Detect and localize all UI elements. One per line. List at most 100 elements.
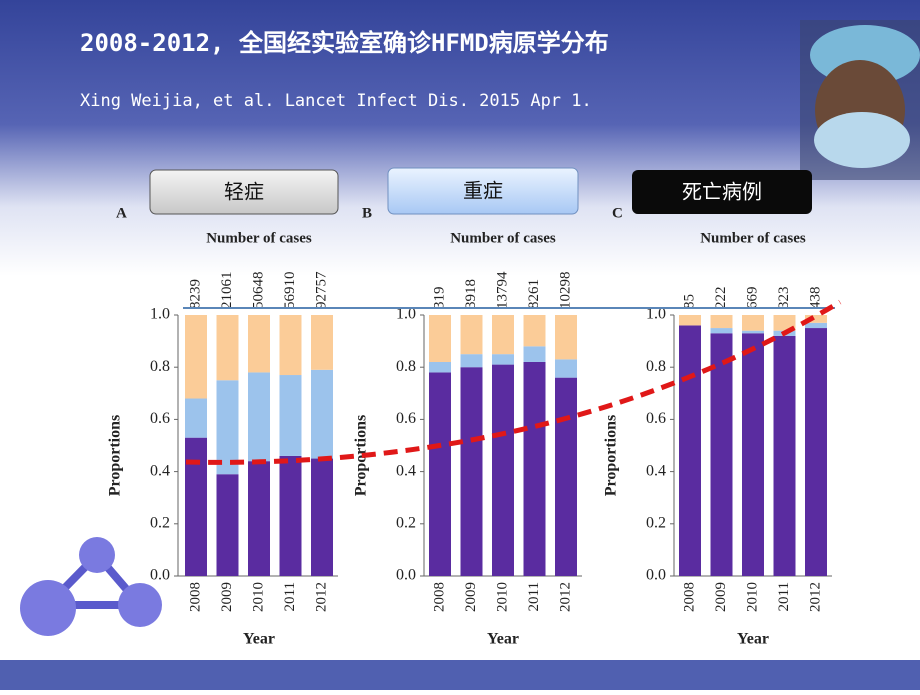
subtitle: Number of cases [450, 230, 556, 246]
bar-segment [742, 330, 764, 334]
bar-segment [523, 346, 546, 362]
case-count: 669 [744, 287, 760, 310]
bar-segment [679, 315, 701, 326]
button-label: 轻症 [224, 180, 264, 204]
y-axis-title: Proportions [107, 415, 124, 496]
x-tick-label: 2008 [187, 582, 203, 612]
bar-segment [805, 322, 827, 329]
x-tick-label: 2012 [313, 582, 329, 612]
case-count: 85 [681, 294, 697, 309]
button-bg [387, 167, 579, 215]
molecule-icon [20, 537, 162, 636]
bar-segment [742, 333, 764, 576]
x-tick-label: 2009 [463, 582, 479, 612]
bar-segment [742, 315, 764, 331]
bar-segment [555, 315, 577, 360]
x-axis-title: Year [243, 631, 275, 648]
bar-segment [279, 375, 302, 456]
button-bg [149, 169, 339, 215]
y-tick-label: 0.8 [150, 358, 170, 375]
slide-title: 2008-2012, 全国经实验室确诊HFMD病原学分布 [80, 29, 609, 57]
case-count: 10298 [557, 272, 573, 310]
bar-segment [710, 333, 733, 576]
case-count: 8261 [526, 279, 542, 309]
subtitle: Number of cases [206, 230, 312, 246]
case-count: 438 [807, 287, 823, 310]
bar-segment [311, 315, 333, 370]
case-count: 92757 [313, 271, 329, 309]
button-bg [632, 170, 812, 214]
bar-segment [429, 315, 451, 362]
panel-label: A [116, 205, 127, 221]
charts: A Number of cases 0.0 0.2 0.4 0.6 0.8 1.0 Propor… [107, 205, 832, 648]
x-tick-label: 2012 [807, 582, 823, 612]
bar-segment [279, 455, 302, 576]
y-axis-title: Proportions [603, 415, 620, 496]
y-tick-label: 0.0 [396, 567, 416, 584]
bar-segment [773, 315, 796, 331]
bar-segment [311, 458, 333, 576]
subtitle: Number of cases [700, 230, 806, 246]
x-axis-title: Year [737, 631, 769, 648]
case-count: 56910 [282, 272, 298, 310]
panel-label: C [612, 205, 623, 221]
y-tick-label: 0.4 [150, 462, 170, 479]
bar-segment [248, 315, 270, 373]
y-tick-label: 0.2 [150, 514, 170, 531]
y-tick-label: 0.6 [150, 410, 170, 427]
x-tick-label: 2010 [250, 582, 266, 612]
bar-segment [216, 315, 239, 381]
case-count: 21061 [219, 272, 235, 310]
bar-segment [429, 372, 451, 576]
x-tick-label: 2009 [219, 582, 235, 612]
y-tick-label: 0.0 [150, 567, 170, 584]
y-tick-label: 0.2 [396, 514, 416, 531]
bar-segment [492, 364, 514, 576]
y-tick-label: 0.4 [396, 462, 416, 479]
bar-segment [492, 354, 514, 365]
bar-segment [679, 325, 701, 576]
bar-segment [492, 315, 514, 355]
case-count: 222 [713, 287, 729, 310]
y-tick-label: 0.8 [396, 358, 416, 375]
button-label: 重症 [463, 179, 503, 203]
bar-segment [311, 369, 333, 459]
x-tick-label: 2011 [526, 582, 542, 611]
x-tick-label: 2010 [744, 582, 760, 612]
bar-segment [185, 437, 207, 576]
case-count: 323 [776, 287, 792, 310]
citation: Xing Weijia, et al. Lancet Infect Dis. 2… [80, 91, 592, 111]
bar-segment [555, 359, 577, 378]
bar-segment [279, 315, 302, 376]
bar-segment [185, 315, 207, 399]
bar-segment [460, 354, 483, 368]
x-tick-label: 2008 [681, 582, 697, 612]
y-tick-label: 0.6 [646, 410, 666, 427]
case-count: 8239 [187, 279, 203, 309]
bar-segment [523, 361, 546, 576]
x-tick-label: 2011 [282, 582, 298, 611]
bar-segment [460, 315, 483, 355]
bar-segment [805, 315, 827, 323]
bar-segment [710, 328, 733, 334]
bar-segment [429, 361, 451, 373]
bar-segment [460, 367, 483, 576]
button-label: 死亡病例 [682, 180, 762, 204]
y-tick-label: 0.0 [646, 567, 666, 584]
portrait [800, 20, 920, 180]
case-count: 3918 [463, 279, 479, 309]
y-tick-label: 0.6 [396, 410, 416, 427]
bar-segment [555, 377, 577, 576]
panel-label: B [362, 205, 372, 221]
y-axis-title: Proportions [353, 415, 370, 496]
x-tick-label: 2008 [431, 582, 447, 612]
case-count: 13794 [494, 271, 510, 309]
y-tick-label: 1.0 [646, 306, 666, 323]
bar-segment [216, 380, 239, 475]
y-tick-label: 0.2 [646, 514, 666, 531]
case-count: 319 [431, 287, 447, 310]
bar-segment [248, 461, 270, 576]
bar-segment [523, 315, 546, 347]
